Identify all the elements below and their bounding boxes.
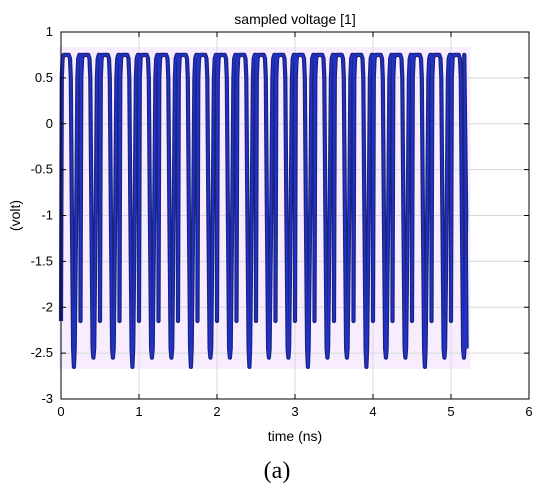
y-tick-label: 0.5	[35, 70, 53, 85]
y-tick-labels: 1 0.5 0 -0.5 -1 -1.5 -2 -2.5 -3	[31, 24, 53, 406]
voltage-trace	[60, 54, 468, 368]
y-tick-label: -3	[41, 391, 53, 406]
x-axis-label: time (ns)	[268, 428, 322, 444]
ticks	[60, 31, 530, 400]
y-tick-label: 0	[46, 116, 53, 131]
x-tick-label: 5	[447, 404, 454, 419]
y-tick-label: 1	[46, 24, 53, 39]
trace-layer	[58, 52, 469, 369]
x-tick-labels: 0 1 2 3 4 5 6	[57, 404, 532, 419]
x-tick-label: 0	[57, 404, 64, 419]
figure-caption: (a)	[264, 458, 291, 484]
x-tick-label: 2	[213, 404, 220, 419]
y-tick-label: -1	[41, 208, 53, 223]
y-tick-label: -2.5	[31, 345, 53, 360]
x-tick-label: 4	[369, 404, 376, 419]
x-tick-label: 6	[525, 404, 532, 419]
y-tick-label: -1.5	[31, 253, 53, 268]
y-tick-label: -2	[41, 299, 53, 314]
x-tick-label: 1	[135, 404, 142, 419]
y-axis-label: (volt)	[7, 200, 23, 231]
x-tick-label: 3	[291, 404, 298, 419]
chart-title: sampled voltage [1]	[234, 11, 355, 27]
y-tick-label: -0.5	[31, 162, 53, 177]
